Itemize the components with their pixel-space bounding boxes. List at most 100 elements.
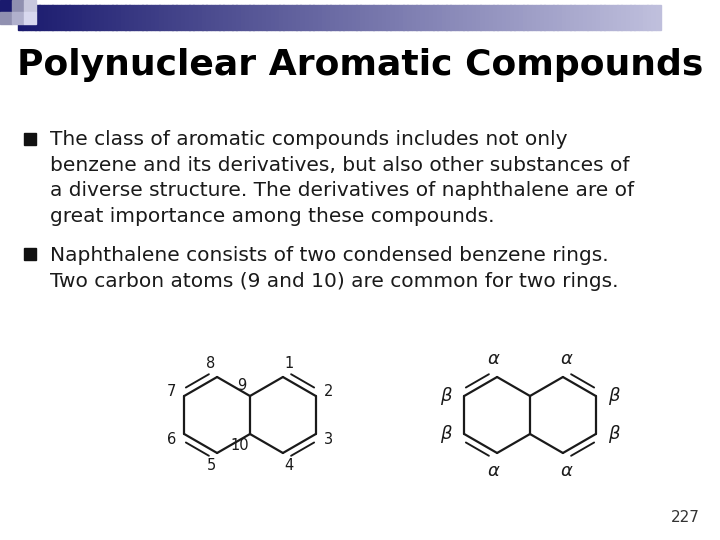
Bar (446, 5, 451, 30)
Bar (318, 5, 323, 30)
Text: 7: 7 (166, 383, 176, 399)
Bar (279, 5, 284, 30)
Bar (639, 5, 644, 30)
Bar (121, 5, 125, 30)
Bar (18, 5, 23, 30)
Bar (373, 5, 378, 30)
Text: Polynuclear Aromatic Compounds: Polynuclear Aromatic Compounds (17, 48, 703, 82)
Bar (142, 5, 147, 30)
Bar (493, 5, 498, 30)
Bar (194, 5, 198, 30)
Bar (31, 5, 35, 30)
Bar (138, 5, 143, 30)
Bar (634, 5, 639, 30)
Text: α: α (561, 462, 573, 480)
Bar (442, 5, 446, 30)
Bar (108, 5, 112, 30)
Bar (588, 5, 592, 30)
Bar (228, 5, 233, 30)
Bar (60, 5, 66, 30)
Bar (348, 5, 352, 30)
Bar (604, 5, 609, 30)
Bar (386, 5, 391, 30)
Bar (232, 5, 237, 30)
Bar (502, 5, 506, 30)
Bar (44, 5, 48, 30)
Bar (498, 5, 502, 30)
Bar (168, 5, 173, 30)
Bar (408, 5, 413, 30)
Bar (377, 5, 382, 30)
Bar (12, 12, 24, 24)
Bar (300, 5, 305, 30)
Bar (454, 5, 459, 30)
Bar (12, 0, 24, 12)
Bar (176, 5, 181, 30)
Text: α: α (561, 350, 573, 368)
Bar (626, 5, 631, 30)
Bar (575, 5, 579, 30)
Bar (425, 5, 429, 30)
Text: 10: 10 (230, 437, 249, 453)
Bar (284, 5, 288, 30)
Bar (223, 5, 228, 30)
Bar (27, 5, 32, 30)
Bar (189, 5, 194, 30)
Bar (412, 5, 417, 30)
Bar (172, 5, 177, 30)
Bar (296, 5, 301, 30)
Bar (262, 5, 266, 30)
Bar (146, 5, 151, 30)
Polygon shape (24, 133, 36, 145)
Bar (467, 5, 472, 30)
Bar (309, 5, 314, 30)
Bar (647, 5, 652, 30)
Bar (356, 5, 361, 30)
Text: 227: 227 (671, 510, 700, 525)
Bar (150, 5, 156, 30)
Bar (527, 5, 532, 30)
Bar (489, 5, 494, 30)
Bar (656, 5, 660, 30)
Bar (472, 5, 477, 30)
Bar (56, 5, 61, 30)
Text: 6: 6 (166, 431, 176, 447)
Bar (245, 5, 250, 30)
Bar (258, 5, 263, 30)
Bar (485, 5, 490, 30)
Bar (117, 5, 121, 30)
Bar (275, 5, 279, 30)
Bar (395, 5, 400, 30)
Bar (621, 5, 626, 30)
Bar (566, 5, 571, 30)
Bar (403, 5, 408, 30)
Bar (112, 5, 117, 30)
Bar (506, 5, 510, 30)
Bar (0, 12, 12, 24)
Bar (130, 5, 134, 30)
Bar (330, 5, 336, 30)
Text: 9: 9 (238, 377, 247, 393)
Bar (459, 5, 464, 30)
Bar (40, 5, 44, 30)
Bar (416, 5, 420, 30)
Text: 5: 5 (207, 458, 216, 474)
Bar (236, 5, 241, 30)
Bar (476, 5, 481, 30)
Bar (35, 5, 40, 30)
Bar (240, 5, 246, 30)
Polygon shape (24, 248, 36, 260)
Bar (570, 5, 575, 30)
Bar (266, 5, 271, 30)
Bar (480, 5, 485, 30)
Bar (86, 5, 91, 30)
Bar (557, 5, 562, 30)
Bar (91, 5, 96, 30)
Text: 8: 8 (207, 356, 216, 372)
Bar (65, 5, 70, 30)
Bar (365, 5, 369, 30)
Bar (202, 5, 207, 30)
Bar (253, 5, 258, 30)
Bar (326, 5, 331, 30)
Bar (540, 5, 545, 30)
